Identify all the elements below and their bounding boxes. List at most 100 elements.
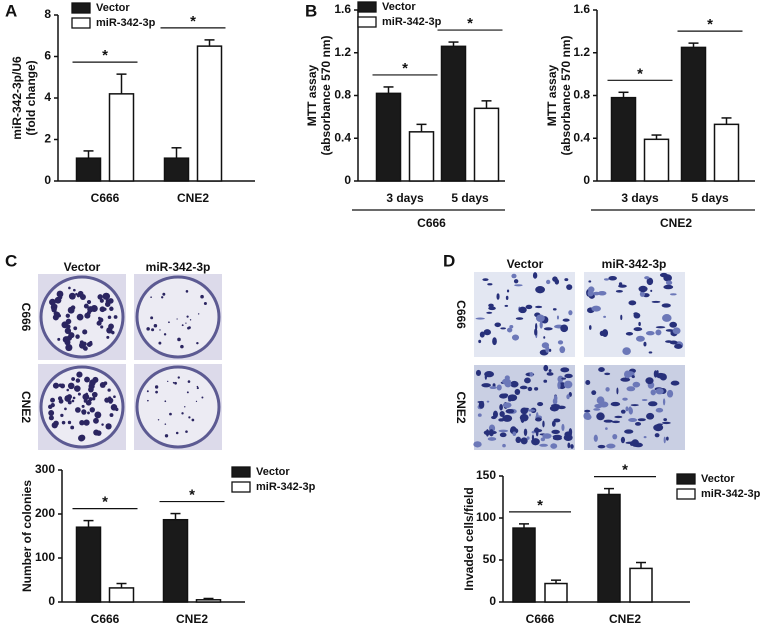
cell <box>543 336 546 339</box>
image-cell <box>474 272 575 357</box>
bar <box>196 45 223 182</box>
cell <box>646 277 654 286</box>
colony <box>181 412 184 415</box>
colony <box>105 423 112 430</box>
cell <box>610 401 621 407</box>
cell <box>507 394 518 402</box>
colony <box>64 407 67 411</box>
cell <box>535 322 538 331</box>
cell <box>511 273 517 279</box>
legend-swatch <box>676 488 696 500</box>
colony <box>48 415 54 421</box>
cell <box>525 304 533 310</box>
cell <box>542 433 552 439</box>
y-tick-label: 0 <box>48 594 55 608</box>
colony <box>50 402 55 408</box>
cell <box>625 331 634 336</box>
panel-label: D <box>443 251 455 270</box>
cell <box>552 308 557 311</box>
colony <box>91 391 98 398</box>
significance-star: * <box>637 65 643 82</box>
cell <box>505 408 515 414</box>
cell <box>514 284 523 287</box>
cell <box>603 278 610 281</box>
y-tick-label: 0.4 <box>573 130 590 144</box>
panel-label: B <box>305 1 317 20</box>
y-tick-label: 4 <box>44 90 51 104</box>
bar <box>108 93 135 182</box>
colony <box>82 329 88 335</box>
cell <box>606 443 616 449</box>
bar <box>163 157 190 182</box>
cell <box>520 437 528 445</box>
colony <box>146 327 150 331</box>
colony <box>52 382 60 389</box>
group-label: C666 <box>417 216 446 230</box>
cell <box>656 370 659 375</box>
colony <box>83 419 90 426</box>
colony <box>184 406 186 408</box>
colony <box>189 319 192 321</box>
colony <box>79 294 86 301</box>
colony <box>83 303 89 309</box>
image-cell <box>38 364 126 450</box>
colony <box>61 420 66 425</box>
cell <box>534 387 539 391</box>
panel-label: C <box>5 251 17 270</box>
cell <box>475 317 485 320</box>
cell <box>477 413 482 417</box>
cell <box>543 379 548 383</box>
cell <box>650 389 656 396</box>
colony <box>164 400 167 403</box>
cell <box>489 386 497 390</box>
colony <box>150 316 154 320</box>
cell <box>628 406 632 414</box>
colony <box>56 290 64 298</box>
colony <box>70 425 75 430</box>
legend-label: miR-342-3p <box>701 488 761 500</box>
colony <box>101 423 104 426</box>
cell <box>635 335 645 342</box>
cell <box>481 383 491 388</box>
colony <box>174 381 177 385</box>
colony <box>81 404 85 408</box>
column-label: miR-342-3p <box>146 260 211 274</box>
colony <box>185 430 188 433</box>
cell <box>605 427 608 430</box>
cell <box>500 327 507 330</box>
cell <box>515 436 522 444</box>
colony <box>203 302 207 306</box>
cell <box>557 375 564 383</box>
cell <box>552 434 562 439</box>
colony <box>58 383 63 387</box>
cell <box>666 389 674 398</box>
cell <box>620 377 631 382</box>
cell <box>557 340 564 345</box>
cell <box>523 428 528 437</box>
colony <box>155 390 158 394</box>
cell <box>509 427 519 434</box>
colony <box>104 397 110 403</box>
colony <box>86 299 92 305</box>
column-label: miR-342-3p <box>602 257 667 271</box>
colony <box>65 343 73 352</box>
column-label: Vector <box>64 260 101 274</box>
colony <box>109 306 114 311</box>
significance-star: * <box>102 47 108 64</box>
y-tick-label: 1.6 <box>334 2 351 16</box>
colony <box>147 399 149 402</box>
cell <box>499 410 505 418</box>
cell <box>560 367 570 373</box>
cell <box>487 283 493 286</box>
colony <box>185 290 189 293</box>
cell <box>515 317 524 320</box>
cell <box>564 373 573 379</box>
column-label: Vector <box>507 257 544 271</box>
cell <box>656 372 666 379</box>
colony <box>113 395 116 399</box>
legend-swatch <box>71 2 91 14</box>
colony <box>159 329 161 331</box>
cell <box>588 280 592 283</box>
cell <box>535 314 545 323</box>
cell <box>548 348 552 352</box>
